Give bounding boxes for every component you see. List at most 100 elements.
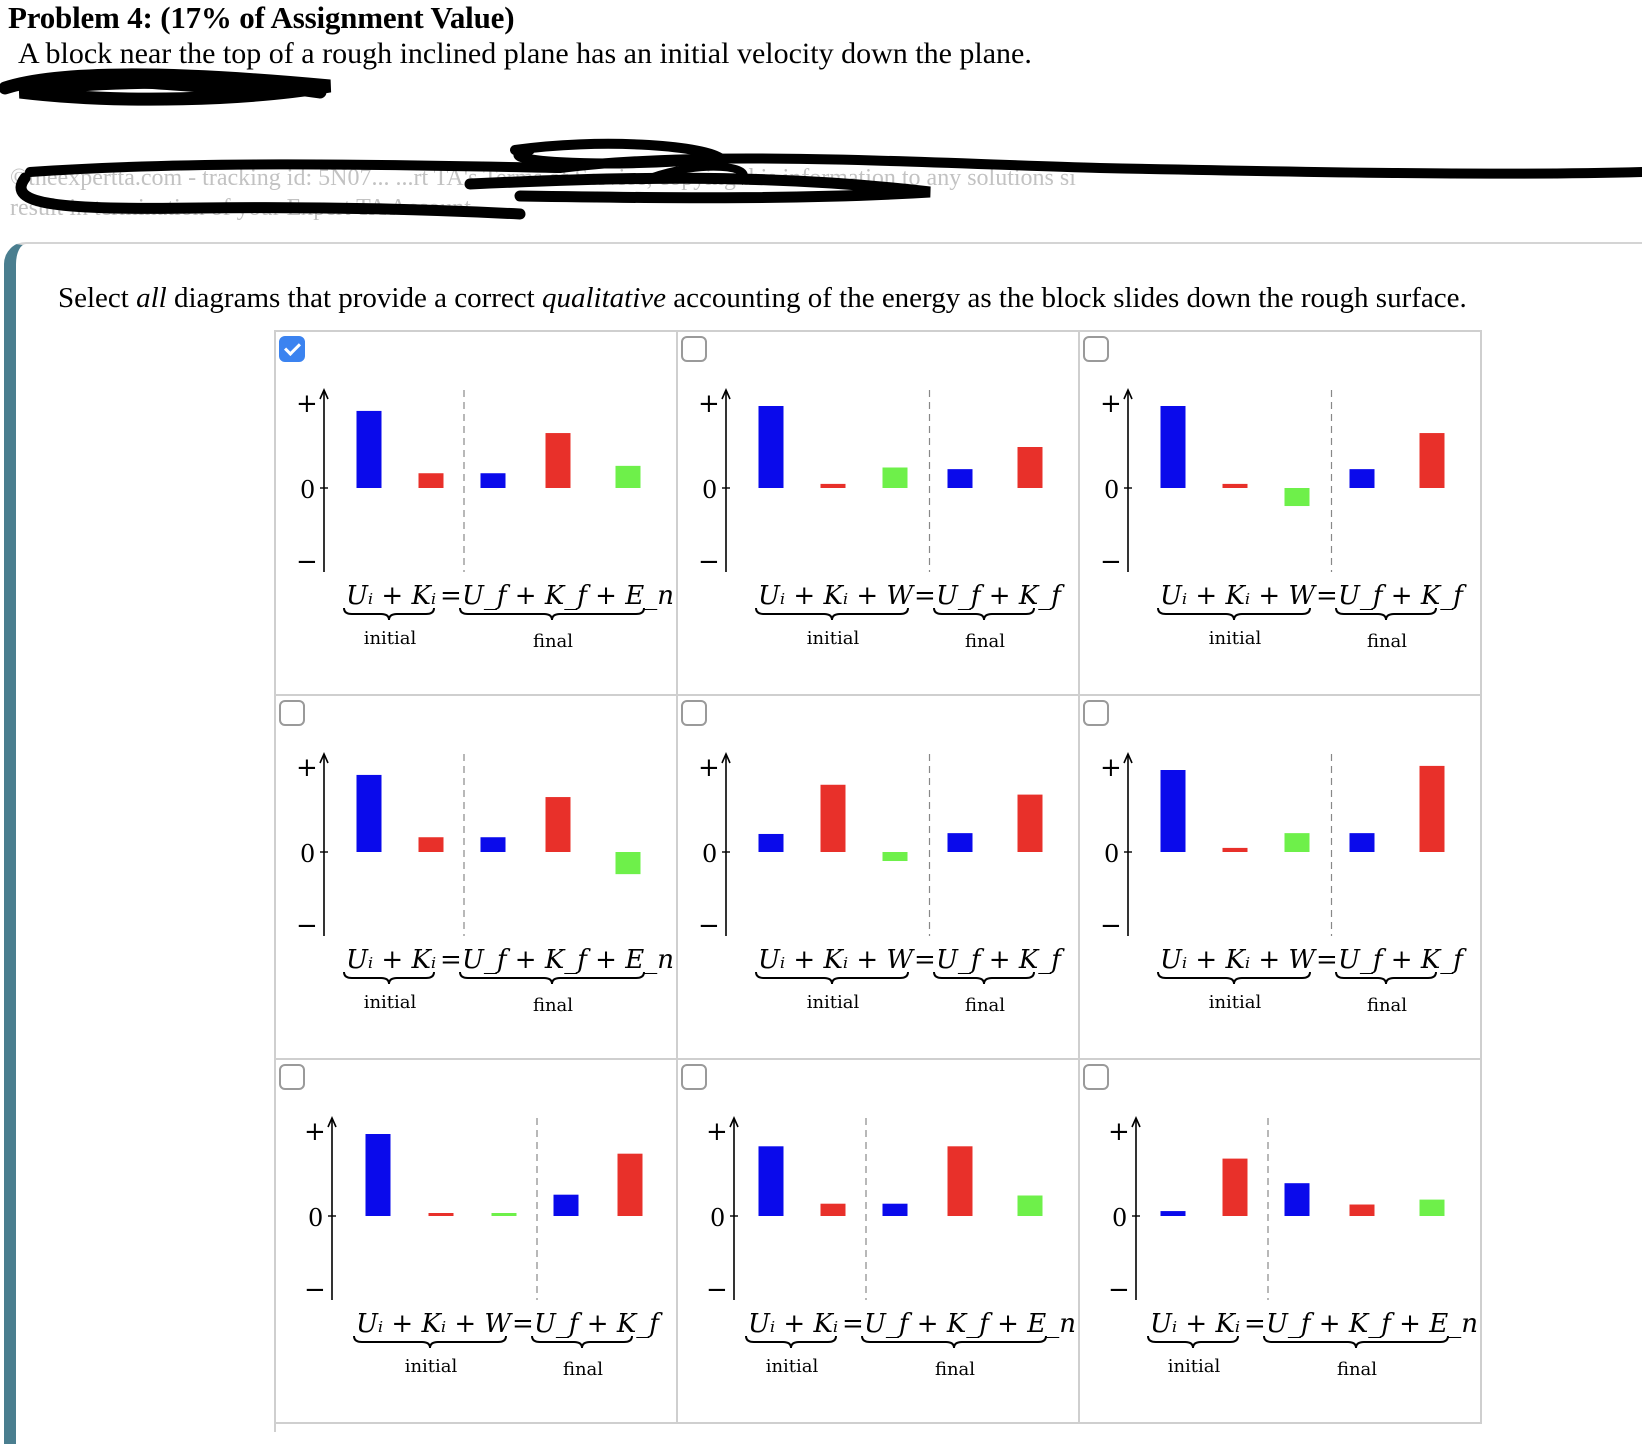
bar-U-final <box>882 1203 908 1216</box>
equation-rhs: U_f + K_f + E_n.c. <box>462 945 676 975</box>
y-axis-arrow <box>1131 1116 1141 1128</box>
bar-K-initial <box>1222 847 1248 852</box>
equation-equals: = <box>914 581 936 611</box>
option-checkbox-4[interactable] <box>279 700 305 726</box>
plus-label: + <box>706 1117 728 1147</box>
plus-label: + <box>296 753 318 783</box>
answer-option-5[interactable]: +0 − Uᵢ + Kᵢ + W = U_f + K_f initial final <box>678 696 1080 1060</box>
equation-lhs: Uᵢ + Kᵢ + W <box>758 945 915 975</box>
y-axis-arrow <box>721 388 731 400</box>
option-checkbox-3[interactable] <box>1083 336 1109 362</box>
bar-K-initial <box>1222 1158 1248 1216</box>
zero-label: 0 <box>710 1204 725 1232</box>
equation-lhs: Uᵢ + Kᵢ + W <box>1160 945 1317 975</box>
initial-brace <box>1157 971 1311 985</box>
y-axis-arrow <box>319 388 329 400</box>
equation-lhs: Uᵢ + Kᵢ + W <box>356 1309 513 1339</box>
initial-label: initial <box>807 628 860 649</box>
final-brace <box>531 1335 633 1349</box>
final-label: final <box>533 631 573 652</box>
bar-U-initial <box>758 406 784 488</box>
y-axis-arrow <box>327 1116 337 1128</box>
tracking-notice: ©theexpertta.com - tracking id: 5N07... … <box>10 165 1076 191</box>
initial-label: initial <box>766 1356 819 1377</box>
option-checkbox-5[interactable] <box>681 700 707 726</box>
answer-option-2[interactable]: +0 − Uᵢ + Kᵢ + W = U_f + K_f initial final <box>678 332 1080 696</box>
equation-rhs: U_f + K_f <box>936 581 1065 611</box>
equation-rhs: U_f + K_f <box>936 945 1065 975</box>
plus-label: + <box>1100 753 1122 783</box>
equation-lhs: Uᵢ + Kᵢ + W <box>758 581 915 611</box>
bar-K-final <box>617 1153 643 1216</box>
bar-Enc-final <box>615 852 641 875</box>
initial-brace <box>755 607 909 621</box>
equation-equals: = <box>512 1309 534 1339</box>
question-prefix: Select <box>58 282 137 314</box>
equation-equals: = <box>440 945 462 975</box>
option-checkbox-8[interactable] <box>681 1064 707 1090</box>
final-label: final <box>1337 1359 1377 1380</box>
answer-option-1[interactable]: +0 −Uᵢ + Kᵢ=U_f + K_f + E_n.c.initial fina… <box>276 332 678 696</box>
option-checkbox-7[interactable] <box>279 1064 305 1090</box>
initial-brace <box>343 607 435 621</box>
y-axis-arrow <box>721 752 731 764</box>
option-checkbox-6[interactable] <box>1083 700 1109 726</box>
energy-bar-chart-8: +0 −Uᵢ + Kᵢ=U_f + K_f + E_n.c.initial fina… <box>706 1116 1078 1380</box>
equation-lhs: Uᵢ + Kᵢ + W <box>1160 581 1317 611</box>
bar-U-initial <box>758 833 784 852</box>
initial-brace <box>1147 1335 1239 1349</box>
tracking-notice-line2: result in termination of your Expert TA … <box>10 195 477 221</box>
final-brace <box>459 607 645 621</box>
bar-K-initial <box>820 1203 846 1216</box>
bar-K-final <box>1419 765 1445 852</box>
bar-K-initial <box>1222 483 1248 488</box>
question-emphasis-qualitative: qualitative <box>541 282 666 314</box>
bar-U-final <box>947 833 973 852</box>
energy-equation: Uᵢ + Kᵢ + W = U_f + K_f <box>356 1309 663 1339</box>
zero-label: 0 <box>300 840 315 868</box>
minus-label: − <box>1100 911 1122 941</box>
bar-K-final <box>545 797 571 852</box>
bar-U-final <box>480 837 506 852</box>
answer-option-8[interactable]: +0 −Uᵢ + Kᵢ=U_f + K_f + E_n.c.initial fina… <box>678 1060 1080 1424</box>
final-label: final <box>533 995 573 1016</box>
energy-equation: Uᵢ + Kᵢ + W = U_f + K_f <box>758 945 1065 975</box>
zero-label: 0 <box>702 476 717 504</box>
option-checkbox-1[interactable] <box>279 336 305 362</box>
option-checkbox-9[interactable] <box>1083 1064 1109 1090</box>
question-emphasis-all: all <box>136 282 167 314</box>
bar-U-initial <box>1160 1211 1186 1216</box>
minus-label: − <box>1100 547 1122 577</box>
plus-label: + <box>1108 1117 1130 1147</box>
bar-W <box>491 1213 517 1216</box>
final-brace <box>1335 971 1437 985</box>
y-axis-arrow <box>319 752 329 764</box>
final-label: final <box>1367 995 1407 1016</box>
final-brace <box>933 607 1035 621</box>
final-brace <box>861 1335 1047 1349</box>
answer-option-6[interactable]: +0 − Uᵢ + Kᵢ + W = U_f + K_f initial final <box>1080 696 1482 1060</box>
energy-equation: Uᵢ + Kᵢ=U_f + K_f + E_n.c. <box>346 581 676 611</box>
answer-option-3[interactable]: +0 − Uᵢ + Kᵢ + W = U_f + K_f initial final <box>1080 332 1482 696</box>
bar-Enc-final <box>615 465 641 488</box>
initial-label: initial <box>807 992 860 1013</box>
bar-U-final <box>1349 833 1375 852</box>
option-checkbox-2[interactable] <box>681 336 707 362</box>
bar-U-initial <box>1160 770 1186 852</box>
equation-rhs: U_f + K_f <box>1338 945 1467 975</box>
equation-lhs: Uᵢ + Kᵢ <box>1150 1309 1240 1339</box>
minus-label: − <box>706 1275 728 1305</box>
energy-bar-chart-1: +0 −Uᵢ + Kᵢ=U_f + K_f + E_n.c.initial fina… <box>296 388 676 652</box>
equation-equals: = <box>1316 945 1338 975</box>
equation-equals: = <box>1316 581 1338 611</box>
y-axis-arrow <box>1123 388 1133 400</box>
plus-label: + <box>304 1117 326 1147</box>
answer-option-4[interactable]: +0 −Uᵢ + Kᵢ=U_f + K_f + E_n.c.initial fina… <box>276 696 678 1060</box>
minus-label: − <box>296 547 318 577</box>
answer-option-9[interactable]: +0 −Uᵢ + Kᵢ=U_f + K_f + E_n.c.initial fina… <box>1080 1060 1482 1424</box>
y-axis-arrow <box>1123 752 1133 764</box>
answer-option-7[interactable]: +0 − Uᵢ + Kᵢ + W = U_f + K_f initial final <box>276 1060 678 1424</box>
